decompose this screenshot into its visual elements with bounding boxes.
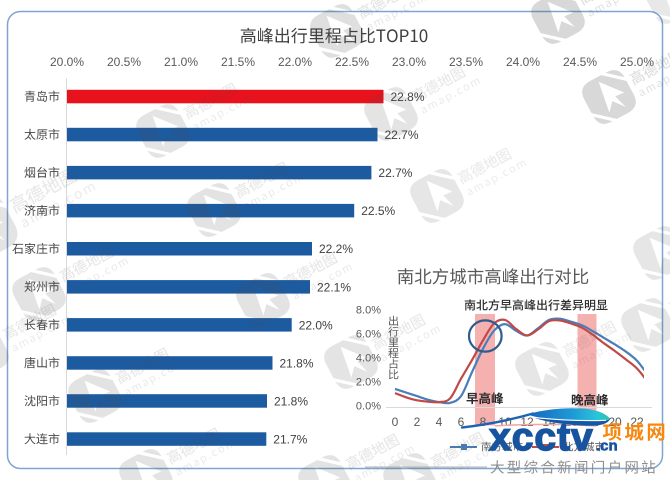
svg-text:21.8%: 21.8% — [280, 356, 314, 370]
svg-text:22.7%: 22.7% — [385, 128, 419, 142]
svg-text:21.7%: 21.7% — [273, 433, 307, 447]
svg-text:.cn: .cn — [596, 438, 618, 455]
svg-text:21.8%: 21.8% — [274, 395, 308, 409]
svg-text:22.0%: 22.0% — [278, 55, 312, 69]
svg-text:21.0%: 21.0% — [164, 55, 198, 69]
svg-text:4: 4 — [436, 415, 443, 429]
svg-text:23.5%: 23.5% — [449, 55, 483, 69]
svg-text:22.2%: 22.2% — [319, 242, 353, 256]
svg-text:24.0%: 24.0% — [506, 55, 540, 69]
svg-text:23.0%: 23.0% — [392, 55, 426, 69]
svg-text:6.0%: 6.0% — [356, 329, 381, 341]
svg-text:20.0%: 20.0% — [50, 55, 84, 69]
svg-text:2.0%: 2.0% — [356, 377, 381, 389]
svg-text:2: 2 — [414, 415, 421, 429]
svg-text:6: 6 — [458, 415, 465, 429]
svg-text:20.5%: 20.5% — [107, 55, 141, 69]
svg-text:25.0%: 25.0% — [620, 55, 654, 69]
svg-text:22.7%: 22.7% — [378, 166, 412, 180]
svg-text:22.8%: 22.8% — [391, 90, 425, 104]
svg-text:22.0%: 22.0% — [299, 318, 333, 332]
svg-text:22.5%: 22.5% — [361, 204, 395, 218]
svg-text:4.0%: 4.0% — [356, 353, 381, 365]
svg-text:xcctv: xcctv — [489, 416, 594, 459]
svg-text:22.1%: 22.1% — [317, 280, 351, 294]
svg-text:0.0%: 0.0% — [356, 401, 381, 413]
svg-text:8.0%: 8.0% — [356, 305, 381, 317]
svg-text:24.5%: 24.5% — [563, 55, 597, 69]
svg-text:22.5%: 22.5% — [335, 55, 369, 69]
svg-text:12: 12 — [520, 415, 534, 429]
svg-text:21.5%: 21.5% — [221, 55, 255, 69]
svg-text:0: 0 — [392, 415, 399, 429]
svg-text:20: 20 — [608, 415, 622, 429]
svg-text:8: 8 — [480, 415, 487, 429]
